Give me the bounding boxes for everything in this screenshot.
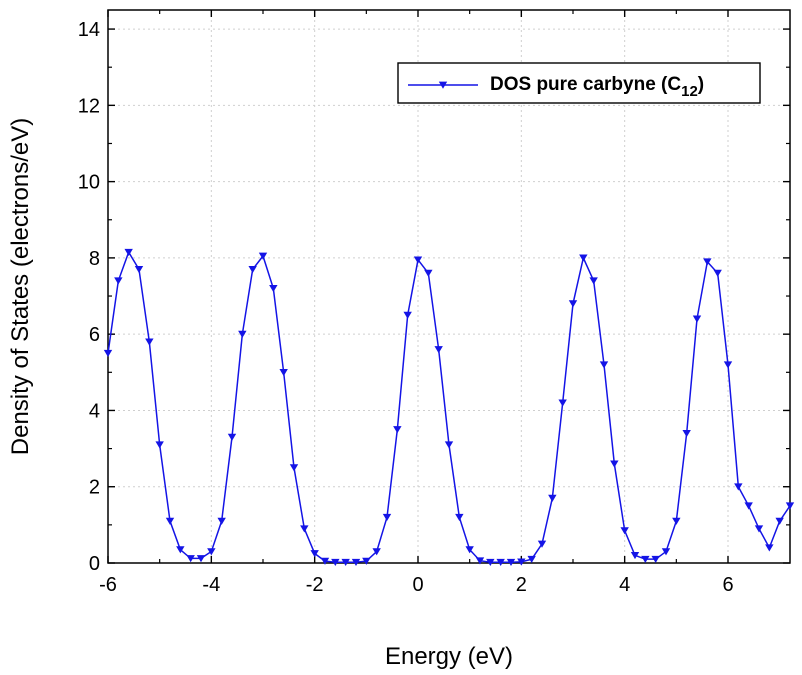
dos-data-point: [176, 546, 185, 554]
dos-data-point: [341, 558, 350, 567]
dos-data-point: [331, 558, 340, 567]
plot-layer: [103, 248, 795, 567]
dos-data-point: [289, 464, 299, 472]
dos-data-point: [506, 558, 516, 567]
dos-data-point: [382, 513, 392, 522]
dos-data-point: [775, 517, 784, 525]
dos-data-point: [630, 552, 640, 560]
dos-data-point: [165, 517, 175, 525]
x-tick-label: 2: [516, 574, 527, 596]
dos-data-point: [145, 338, 154, 346]
dos-data-point: [103, 349, 113, 358]
dos-data-point: [661, 548, 671, 556]
dos-data-point: [548, 494, 557, 502]
y-tick-label: 14: [78, 19, 100, 41]
dos-data-point: [723, 361, 733, 369]
x-tick-label: -6: [99, 574, 117, 596]
dos-data-point: [579, 254, 588, 262]
y-tick-label: 8: [89, 248, 100, 270]
dos-data-point: [124, 248, 133, 256]
dos-data-point: [744, 502, 753, 510]
y-tick-label: 12: [78, 95, 100, 117]
dos-data-point: [765, 544, 774, 552]
dos-data-point: [320, 557, 330, 565]
dos-data-point: [310, 550, 319, 558]
dos-data-point: [217, 517, 226, 525]
y-axis-title: Density of States (electrons/eV): [7, 118, 34, 455]
x-tick-label: -2: [306, 574, 324, 596]
dos-data-point: [527, 555, 536, 563]
dos-data-point: [279, 368, 288, 377]
y-tick-label: 10: [78, 172, 100, 194]
dos-data-point: [475, 557, 485, 565]
dos-data-point: [558, 399, 567, 407]
y-tick-label: 4: [89, 400, 100, 422]
dos-data-point: [692, 315, 702, 323]
plot-frame: [107, 9, 791, 564]
legend-marker: [438, 81, 448, 89]
dos-data-point: [155, 441, 164, 449]
dos-data-point: [238, 330, 247, 338]
dos-data-point: [351, 558, 361, 567]
dos-data-point: [393, 426, 402, 434]
dos-data-point: [300, 525, 309, 533]
dos-data-point: [651, 555, 660, 563]
dos-data-point: [568, 300, 578, 308]
dos-data-point: [713, 269, 722, 277]
x-tick-label: 4: [619, 574, 630, 596]
dos-data-point: [785, 502, 795, 510]
dos-data-point: [589, 277, 598, 285]
dos-data-point: [641, 555, 650, 563]
dos-data-point: [465, 546, 474, 554]
dos-data-point: [434, 346, 443, 354]
x-tick-label: 0: [412, 574, 423, 596]
y-tick-label: 0: [89, 553, 100, 575]
dos-data-point: [599, 361, 609, 369]
dos-data-point: [754, 525, 764, 533]
dos-data-point: [610, 460, 619, 468]
dos-data-point: [413, 256, 423, 264]
dos-data-point: [248, 265, 257, 274]
dos-data-point: [114, 277, 123, 285]
dos-data-point: [517, 558, 526, 566]
dos-data-point: [258, 252, 268, 260]
dos-data-point: [734, 483, 743, 491]
legend-label: DOS pure carbyne (C12): [490, 74, 704, 100]
dos-series-line: [107, 250, 791, 563]
x-axis-title: Energy (eV): [385, 643, 513, 670]
dos-data-point: [362, 557, 371, 565]
dos-data-point: [455, 513, 464, 522]
y-tick-label: 2: [89, 477, 100, 499]
grid-layer: [107, 10, 790, 564]
dos-data-point: [496, 558, 505, 567]
dos-data-point: [372, 548, 381, 556]
x-tick-label: 6: [722, 574, 733, 596]
x-tick-label: -4: [202, 574, 220, 596]
dos-data-point: [186, 555, 195, 563]
dos-data-point: [227, 433, 237, 441]
dos-data-point: [703, 258, 712, 266]
dos-data-point: [486, 558, 495, 567]
dos-data-point: [537, 540, 547, 548]
y-tick-label: 6: [89, 324, 100, 346]
dos-data-point: [269, 285, 278, 293]
dos-data-point: [682, 429, 691, 438]
dos-data-point: [134, 265, 144, 274]
legend-box: [397, 62, 761, 104]
axis-layer: -6 -4 -2 0 2 4 6 0 2 4 6 8 10 12 14 Energy (eV) Density …: [7, 9, 791, 670]
legend-layer: DOS pure carbyne (C12): [397, 62, 761, 104]
dos-data-point: [620, 527, 629, 535]
dos-data-point: [672, 517, 681, 525]
dos-data-point: [444, 441, 454, 449]
dos-data-point: [403, 311, 412, 319]
dos-data-point: [424, 269, 433, 277]
dos-data-point: [207, 548, 216, 556]
dos-data-point: [196, 555, 206, 563]
